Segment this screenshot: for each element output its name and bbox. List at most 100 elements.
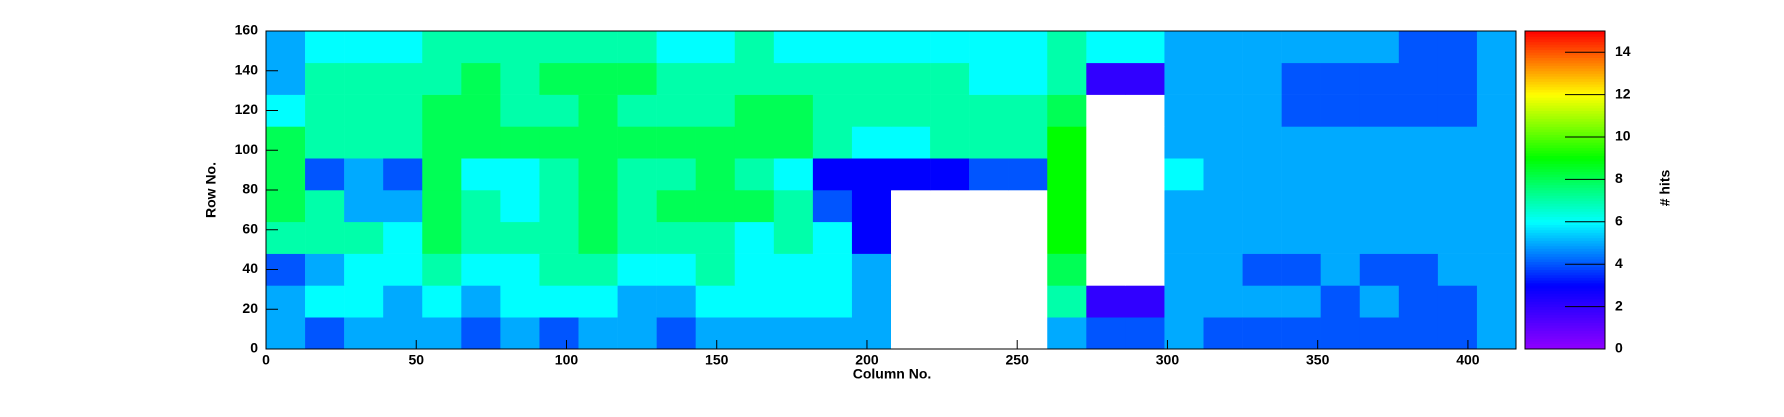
- colorbar-segment: [1525, 203, 1605, 207]
- heat-cell: [851, 221, 892, 254]
- colorbar-segment: [1525, 301, 1605, 305]
- heat-cell: [578, 31, 618, 64]
- heat-cell: [812, 317, 853, 350]
- colorbar-segment: [1525, 115, 1605, 119]
- heat-cell: [344, 190, 384, 223]
- heat-cell: [1437, 317, 1478, 350]
- heat-cell: [1242, 190, 1282, 223]
- colorbar-segment: [1525, 73, 1605, 77]
- heat-cell: [617, 94, 657, 127]
- heat-cell: [500, 62, 540, 95]
- heat-cell: [1164, 285, 1204, 318]
- heat-cell: [773, 221, 814, 254]
- heat-cell: [773, 253, 814, 286]
- heat-cell: [891, 190, 931, 223]
- y-axis-title: Row No.: [203, 162, 219, 218]
- heat-cell: [851, 285, 892, 318]
- heat-cell: [1398, 62, 1439, 95]
- heat-cell: [344, 94, 384, 127]
- heat-cell: [578, 62, 618, 95]
- colorbar-segment: [1525, 235, 1605, 239]
- colorbar-segment: [1525, 277, 1605, 281]
- colorbar-segment: [1525, 129, 1605, 133]
- colorbar-segment: [1525, 285, 1605, 289]
- heat-cell: [851, 31, 892, 64]
- heat-cell: [500, 253, 540, 286]
- heat-cell: [851, 190, 892, 223]
- heat-cell: [266, 317, 306, 350]
- colorbar-segment: [1525, 155, 1605, 159]
- heat-cell: [1437, 190, 1478, 223]
- heat-cell: [539, 317, 579, 350]
- heat-cell: [266, 158, 306, 191]
- heat-cell: [1437, 62, 1478, 95]
- heat-cell: [1125, 62, 1165, 95]
- colorbar-segment: [1525, 338, 1605, 342]
- heat-cell: [656, 158, 696, 191]
- colorbar-tick-label: 12: [1615, 85, 1631, 101]
- heat-cell: [891, 285, 931, 318]
- colorbar-segment: [1525, 97, 1605, 101]
- colorbar-segment: [1525, 341, 1605, 345]
- colorbar-segment: [1525, 208, 1605, 212]
- colorbar-segment: [1525, 70, 1605, 74]
- heat-cell: [383, 190, 423, 223]
- heat-cell: [1476, 62, 1517, 95]
- colorbar-segment: [1525, 126, 1605, 130]
- heat-cell: [1047, 94, 1087, 127]
- colorbar-segment: [1525, 31, 1605, 35]
- heat-cell: [305, 285, 345, 318]
- heat-cell: [539, 158, 579, 191]
- colorbar-segment: [1525, 57, 1605, 61]
- heat-cell: [930, 285, 970, 318]
- heat-cell: [305, 253, 345, 286]
- heat-cell: [1476, 221, 1517, 254]
- heat-cell: [461, 221, 501, 254]
- heat-cell: [1203, 253, 1243, 286]
- heat-cell: [851, 253, 892, 286]
- heat-cell: [1086, 253, 1126, 286]
- heat-cell: [617, 62, 657, 95]
- colorbar-segment: [1525, 68, 1605, 72]
- heat-cell: [500, 221, 540, 254]
- heat-cell: [1242, 253, 1282, 286]
- heat-cell: [812, 158, 853, 191]
- heat-cell: [1398, 31, 1439, 64]
- colorbar-segment: [1525, 213, 1605, 217]
- heat-cell: [422, 62, 462, 95]
- heat-cell: [1008, 158, 1048, 191]
- colorbar-segment: [1525, 168, 1605, 172]
- x-tick-label: 150: [705, 352, 729, 368]
- colorbar-segment: [1525, 200, 1605, 204]
- heat-cell: [1320, 126, 1361, 159]
- heat-cell: [1398, 94, 1439, 127]
- heat-cell: [461, 62, 501, 95]
- heat-cell: [851, 94, 892, 127]
- colorbar-segment: [1525, 113, 1605, 117]
- colorbar-segment: [1525, 298, 1605, 302]
- colorbar-segment: [1525, 176, 1605, 180]
- colorbar-segment: [1525, 211, 1605, 215]
- heat-cell: [1047, 190, 1087, 223]
- heat-cell: [461, 285, 501, 318]
- colorbar-segment: [1525, 224, 1605, 228]
- colorbar-tick-label: 4: [1615, 255, 1623, 271]
- colorbar-segment: [1525, 232, 1605, 236]
- colorbar-segment: [1525, 60, 1605, 64]
- heat-cell: [969, 158, 1009, 191]
- colorbar-segment: [1525, 309, 1605, 313]
- heat-cell: [812, 126, 853, 159]
- heat-cell: [1398, 317, 1439, 350]
- heat-cell: [305, 126, 345, 159]
- heat-cell: [891, 317, 931, 350]
- heat-cell: [1164, 94, 1204, 127]
- heat-cell: [617, 158, 657, 191]
- heat-cell: [305, 31, 345, 64]
- colorbar-segment: [1525, 335, 1605, 339]
- colorbar-segment: [1525, 229, 1605, 233]
- heat-cell: [734, 126, 775, 159]
- heat-cell: [1359, 285, 1400, 318]
- heat-cell: [1437, 285, 1478, 318]
- heat-cell: [383, 221, 423, 254]
- heat-cell: [1086, 31, 1126, 64]
